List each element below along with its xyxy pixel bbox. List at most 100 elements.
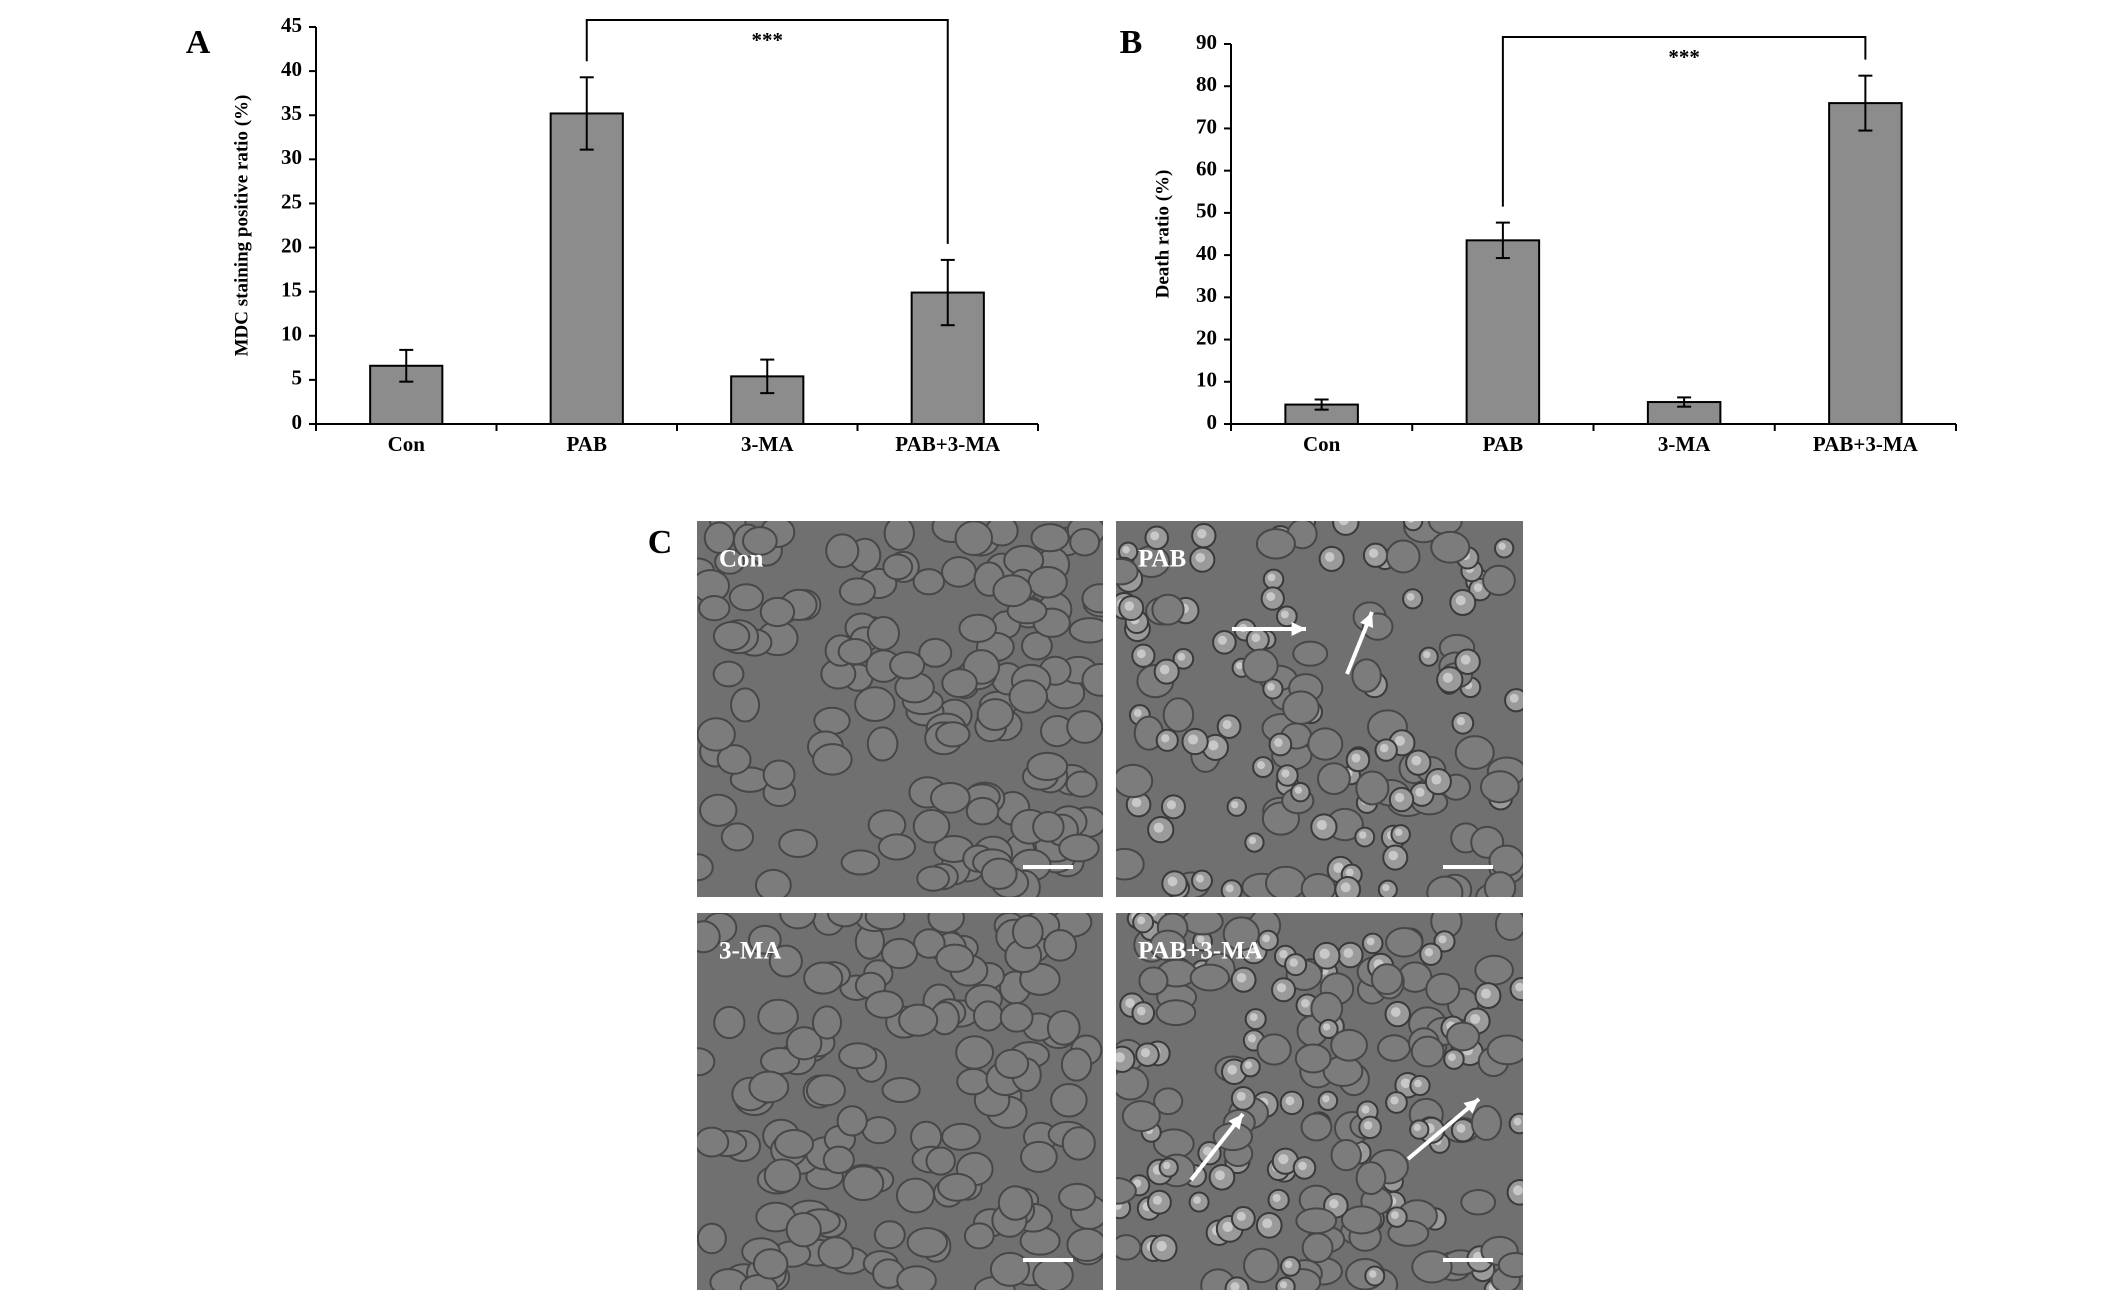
cell-highlight xyxy=(1262,934,1271,943)
cell-flat xyxy=(877,833,916,861)
cell-flat xyxy=(1330,1139,1362,1172)
cell-flat xyxy=(742,526,778,556)
cell-highlight xyxy=(1498,542,1506,550)
cell-highlight xyxy=(1438,935,1447,944)
cell-flat xyxy=(1058,1182,1097,1212)
cell-highlight xyxy=(1251,633,1261,643)
cell-flat xyxy=(1255,528,1296,560)
cell-highlight xyxy=(1285,1096,1295,1106)
cell-flat xyxy=(1479,770,1520,804)
cell-flat xyxy=(1486,1034,1523,1066)
cell-flat xyxy=(1155,999,1197,1027)
cell-flat xyxy=(976,698,1015,731)
cell-flat xyxy=(697,853,714,882)
cell-highlight xyxy=(1390,1211,1399,1220)
cell-flat xyxy=(992,574,1033,608)
error-bar xyxy=(940,258,955,327)
significance-bracket xyxy=(585,19,949,244)
cell-flat xyxy=(840,849,881,876)
cell-flat xyxy=(805,1074,846,1107)
cell-highlight xyxy=(1515,982,1523,992)
error-bar xyxy=(1314,398,1329,411)
cell-highlight xyxy=(1267,683,1275,691)
cell-highlight xyxy=(1460,654,1471,665)
cell-highlight xyxy=(1388,850,1399,861)
cell-flat xyxy=(697,1222,727,1255)
cell-flat xyxy=(752,1248,789,1280)
cell-flat xyxy=(1138,966,1169,996)
cell-flat xyxy=(754,868,792,897)
cell-flat xyxy=(1066,710,1103,744)
cell-highlight xyxy=(1343,948,1354,958)
cell-flat xyxy=(1370,963,1404,996)
cell-highlight xyxy=(1324,552,1335,562)
cell-flat xyxy=(1482,564,1516,597)
arrow-head xyxy=(1463,1099,1479,1114)
arrow-head xyxy=(1360,612,1374,628)
cell-flat xyxy=(889,651,926,680)
cell-highlight xyxy=(1196,874,1204,883)
cell-flat xyxy=(763,1158,802,1193)
y-tick-label: 10 xyxy=(1196,368,1217,392)
cell-highlight xyxy=(1156,1240,1167,1252)
cell-flat xyxy=(838,577,876,606)
cell-flat xyxy=(1483,871,1517,897)
cell-highlight xyxy=(1340,882,1351,893)
cell-flat xyxy=(1300,872,1337,897)
cell-flat xyxy=(980,857,1018,890)
cell-highlight xyxy=(1249,1013,1258,1022)
cell-highlight xyxy=(1125,998,1135,1008)
cell-flat xyxy=(1385,927,1424,958)
significance-label: *** xyxy=(752,28,784,52)
image-label: PAB+3-MA xyxy=(1138,938,1263,965)
y-tick-label: 20 xyxy=(1196,325,1217,349)
cell-flat xyxy=(864,990,904,1019)
cell-flat xyxy=(999,1002,1034,1033)
cell-flat xyxy=(896,1265,937,1290)
y-tick-label: 5 xyxy=(292,366,303,390)
cell-highlight xyxy=(1257,761,1266,770)
significance-bracket xyxy=(1501,36,1867,207)
cell-flat xyxy=(1019,1140,1058,1173)
cell-highlight xyxy=(1236,972,1247,983)
cell-flat xyxy=(712,620,751,652)
cell-flat xyxy=(1046,1010,1081,1046)
y-axis-label: MDC staining positive ratio (%) xyxy=(231,95,252,357)
micrograph: Con xyxy=(697,521,1103,897)
cell-flat xyxy=(1454,735,1495,770)
cell-flat xyxy=(785,1211,822,1248)
cell-highlight xyxy=(1159,664,1170,675)
cell-flat xyxy=(1222,916,1260,952)
cell-highlight xyxy=(1408,521,1415,523)
cell-highlight xyxy=(1442,672,1453,683)
cell-flat xyxy=(817,1236,854,1270)
cell-flat xyxy=(1066,1227,1103,1262)
cell-flat xyxy=(759,596,796,628)
cell-flat xyxy=(716,744,752,775)
cell-flat xyxy=(997,1185,1034,1221)
error-bar xyxy=(579,76,594,151)
cell-flat xyxy=(836,1105,868,1137)
cell-highlight xyxy=(1284,1260,1293,1269)
y-tick-label: 15 xyxy=(281,277,302,301)
cell-highlight xyxy=(1413,1123,1421,1132)
cell-highlight xyxy=(1235,662,1244,670)
cell-highlight xyxy=(1140,1048,1151,1058)
cell-flat xyxy=(913,928,946,959)
cell-flat xyxy=(838,1042,878,1070)
image-label: 3-MA xyxy=(719,938,781,965)
cell-highlight xyxy=(1247,1034,1257,1043)
cell-flat xyxy=(866,726,899,762)
cell-highlight xyxy=(1133,709,1142,717)
cell-flat xyxy=(1011,914,1044,950)
cell-highlight xyxy=(1136,649,1146,659)
cell-highlight xyxy=(1406,593,1415,601)
cell-highlight xyxy=(1177,652,1186,661)
cell-flat xyxy=(882,553,914,581)
cell-flat xyxy=(1069,527,1101,557)
cell-highlight xyxy=(1230,1282,1240,1290)
cell-highlight xyxy=(1124,601,1135,611)
cell-highlight xyxy=(1456,717,1465,726)
cell-flat xyxy=(965,796,1000,826)
cell-highlight xyxy=(1289,958,1298,967)
